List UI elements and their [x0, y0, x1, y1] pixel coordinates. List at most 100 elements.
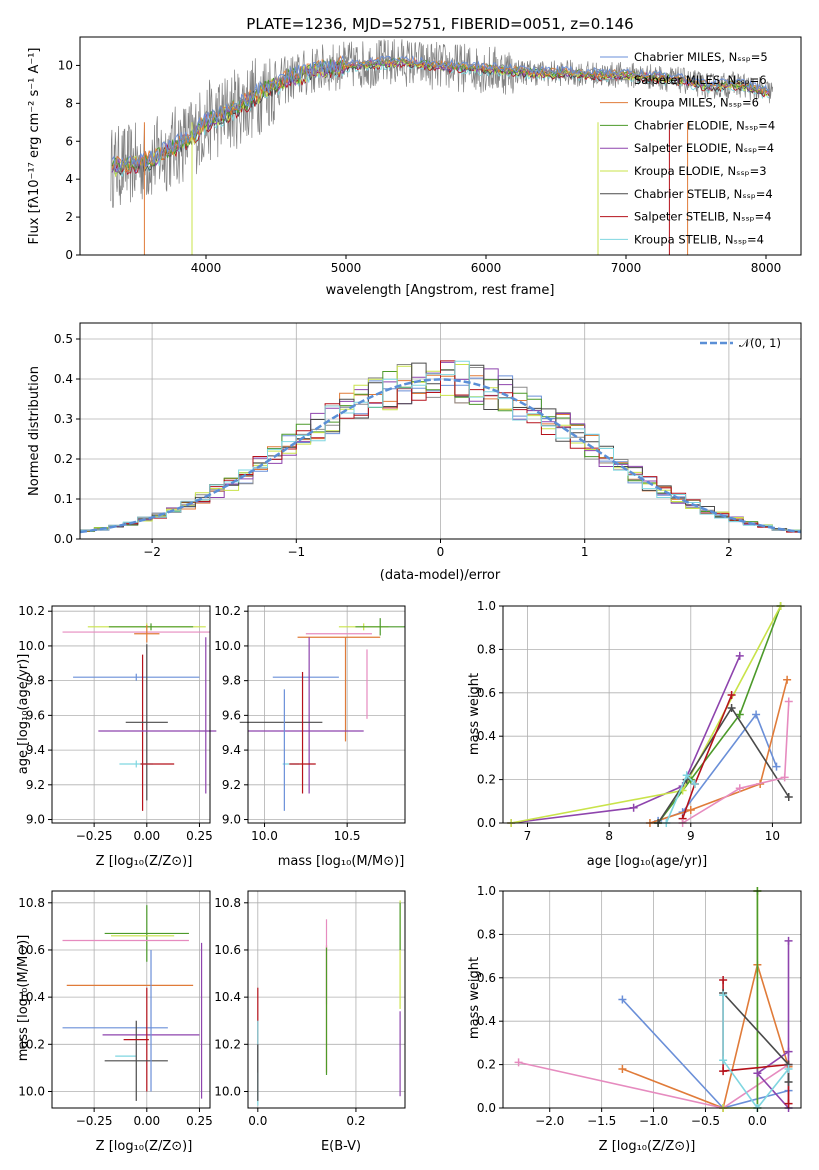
y-tick-label: 0.2: [477, 1058, 496, 1072]
mass-weight-point: [719, 975, 728, 984]
y-tick-label: 0.3: [54, 412, 73, 426]
y-tick-label: 0.0: [477, 816, 496, 830]
y-tick-label: 9.4: [26, 743, 45, 757]
legend-label: Chabrier MILES, Nₛₛₚ=5: [634, 50, 768, 64]
y-tick-label: 0.0: [477, 1101, 496, 1115]
mass-weight-line: [756, 940, 790, 1111]
y-tick-label: 0.2: [54, 452, 73, 466]
y-tick-label: 8: [65, 96, 73, 110]
axes-frame: [51, 605, 211, 824]
mass-vs-z-xlabel: Z [log₁₀(Z/Z⊙)]: [96, 1139, 193, 1154]
mass-weight-point: [735, 710, 744, 719]
y-tick-label: 0.5: [54, 332, 73, 346]
residual-panel: −2 −1 0 1 2 0.0 0.1 0.2 0.3 0.4 0.5 (data-model)/e…: [27, 322, 802, 583]
y-tick-label: 10.8: [214, 896, 241, 910]
x-tick-label: 10: [765, 829, 780, 843]
age-vs-z-axes: −0.25 0.00 0.25 9.0 9.2 9.4 9.6 9.8 10.0 10.2: [18, 604, 213, 843]
y-tick-label: 2: [65, 210, 73, 224]
age-vs-mass-axes: 10.0 10.5 9.0 9.2 9.4 9.6 9.8 10.0 10.2: [214, 604, 406, 843]
spectrum-legend: Chabrier MILES, Nₛₛₚ=5 Salpeter MILES, Nₛ…: [600, 50, 775, 246]
legend-label: Chabrier ELODIE, Nₛₛₚ=4: [634, 118, 775, 132]
mass-weight-point: [784, 1099, 793, 1108]
y-tick-label: 10: [58, 58, 73, 72]
grid: [52, 891, 210, 1108]
mass-vs-ebv-axes: 0.0 0.2 10.0 10.2 10.4 10.6 10.8: [214, 890, 406, 1128]
x-tick-label: −0.5: [691, 1114, 720, 1128]
x-tick-label: 0: [437, 545, 445, 559]
normal-curve: [80, 378, 801, 534]
weight-vs-age-xlabel: age [log₁₀(age/yr)]: [587, 854, 708, 869]
x-tick-label: −1.0: [639, 1114, 668, 1128]
x-tick-label: 7000: [611, 261, 642, 275]
mass-vs-z-panel: −0.25 0.00 0.25 10.0 10.2 10.4 10.6 10.8 Z [log…: [16, 890, 213, 1154]
mass-weight-line: [511, 655, 741, 824]
mass-weight-point: [514, 1058, 523, 1067]
y-tick-label: 10.2: [18, 1037, 45, 1051]
y-tick-label: 0.6: [477, 971, 496, 985]
mass-weight-line: [722, 995, 790, 1110]
x-tick-label: −0.25: [76, 1114, 113, 1128]
mass-vs-z-ylabel: mass [log₁₀(M/M⊙)]: [16, 935, 31, 1062]
axes-frame: [247, 605, 406, 824]
y-tick-label: 0.1: [54, 492, 73, 506]
weight-vs-z-panel: −2.0 −1.5 −1.0 −0.5 0.0 0.0 0.2 0.4 0.6 0.8 1.0 Z …: [467, 884, 802, 1154]
spectrum-plot-area: [110, 39, 774, 255]
x-tick-label: 10.5: [334, 829, 361, 843]
mass-weight-line: [722, 980, 790, 1104]
spectrum-xlabel: wavelength [Angstrom, rest frame]: [326, 283, 555, 298]
axes-frame: [502, 890, 802, 1109]
weight-vs-age-ylabel: mass weight: [467, 673, 482, 755]
mass-weight-point: [727, 690, 736, 699]
spectrum-ylabel: Flux [fλ10⁻¹⁷ erg cm⁻² s⁻¹ A⁻¹]: [27, 48, 42, 245]
mass-weight-line: [622, 961, 790, 1110]
normal-legend-label: 𝒩(0, 1): [739, 336, 781, 350]
y-tick-label: 9.2: [26, 778, 45, 792]
weight-vs-z-xlabel: Z [log₁₀(Z/Z⊙)]: [599, 1139, 696, 1154]
y-tick-label: 10.2: [214, 1037, 241, 1051]
mass-weight-point: [772, 762, 781, 771]
spectrum-lines: [110, 39, 774, 255]
y-tick-label: 9.6: [222, 708, 241, 722]
legend-label: Kroupa ELODIE, Nₛₛₚ=3: [634, 164, 767, 178]
mass-weight-point: [784, 1047, 793, 1056]
y-tick-label: 10.0: [214, 639, 241, 653]
x-tick-label: 8: [605, 829, 613, 843]
x-tick-label: −2.0: [535, 1114, 564, 1128]
model-spectrum-line: [111, 54, 770, 172]
weight-vs-age-axes: 7 8 9 10 0.0 0.2 0.4 0.6 0.8 1.0: [477, 599, 802, 843]
x-tick-label: 8000: [751, 261, 782, 275]
legend-label: Kroupa MILES, Nₛₛₚ=6: [634, 96, 759, 110]
y-tick-label: 0.8: [477, 927, 496, 941]
mass-weight-line: [682, 701, 790, 824]
y-tick-label: 9.0: [222, 813, 241, 827]
residual-xlabel: (data-model)/error: [380, 568, 501, 583]
mass-weight-point: [752, 710, 761, 719]
weight-vs-age-panel: 7 8 9 10 0.0 0.2 0.4 0.6 0.8 1.0 age [log₁₀(age/y…: [467, 599, 802, 869]
mass-weight-point: [735, 784, 744, 793]
x-tick-label: 2: [725, 545, 733, 559]
mass-weight-line: [657, 706, 790, 824]
y-tick-label: 0.0: [54, 532, 73, 546]
y-tick-label: 6: [65, 134, 73, 148]
y-tick-label: 1.0: [477, 884, 496, 898]
y-tick-label: 10.2: [18, 604, 45, 618]
x-tick-label: 0.25: [186, 829, 213, 843]
x-tick-label: 4000: [191, 261, 222, 275]
y-tick-label: 0.6: [477, 686, 496, 700]
residual-legend: 𝒩(0, 1): [700, 336, 781, 350]
x-tick-label: 0.0: [748, 1114, 767, 1128]
y-tick-label: 4: [65, 172, 73, 186]
mass-weight-point: [753, 1069, 762, 1078]
observed-spectrum-line: [110, 39, 774, 208]
y-tick-label: 9.2: [222, 778, 241, 792]
mass-weight-point: [629, 803, 638, 812]
mass-weight-point: [686, 805, 695, 814]
y-tick-label: 10.6: [214, 943, 241, 957]
x-tick-label: 0.00: [133, 1114, 160, 1128]
weight-vs-z-axes: −2.0 −1.5 −1.0 −0.5 0.0 0.0 0.2 0.4 0.6 0.8 1.0: [477, 884, 802, 1128]
mass-weight-point: [780, 773, 789, 782]
spectrum-panel: PLATE=1236, MJD=52751, FIBERID=0051, z=0…: [27, 15, 802, 298]
x-tick-label: 10.0: [251, 829, 278, 843]
grid: [248, 606, 405, 823]
mass-weight-point: [784, 792, 793, 801]
